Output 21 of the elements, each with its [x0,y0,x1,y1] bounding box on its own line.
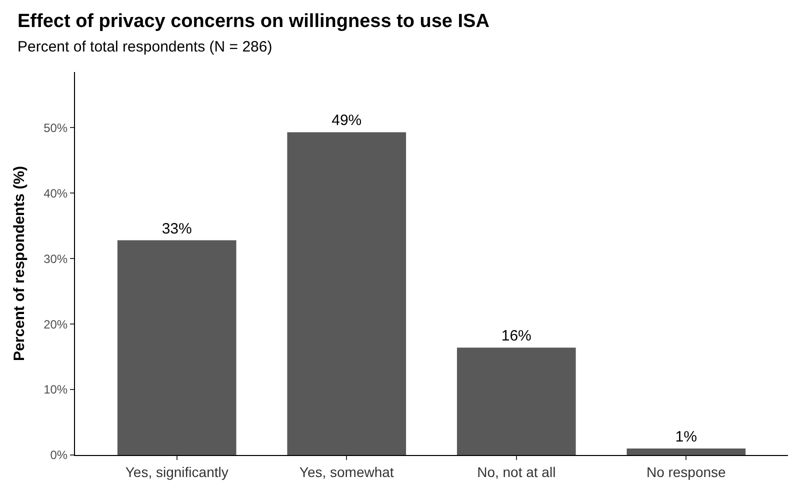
y-axis-title: Percent of respondents (%) [10,166,28,362]
bar [456,348,576,455]
chart-subtitle: Percent of total respondents (N = 286) [18,38,272,56]
chart-title: Effect of privacy concerns on willingness to use ISA [18,10,490,32]
x-tick-label: No, not at all [477,464,556,480]
data-label: 49% [332,112,362,130]
y-tick-label: 30% [44,252,68,266]
y-tick-label: 20% [44,317,68,332]
y-tick-label: 40% [44,186,68,200]
y-tick-label: 50% [44,120,68,135]
data-label: 33% [162,220,192,238]
x-tick-label: Yes, somewhat [299,464,394,480]
data-label: 1% [675,428,697,446]
bar [287,132,406,455]
data-label: 16% [501,328,532,345]
bar [626,448,746,455]
bar [117,240,236,455]
y-tick-label: 10% [44,382,68,397]
y-tick-label: 0% [50,448,68,462]
x-tick-label: Yes, significantly [125,464,228,480]
x-tick-label: No response [646,464,726,480]
